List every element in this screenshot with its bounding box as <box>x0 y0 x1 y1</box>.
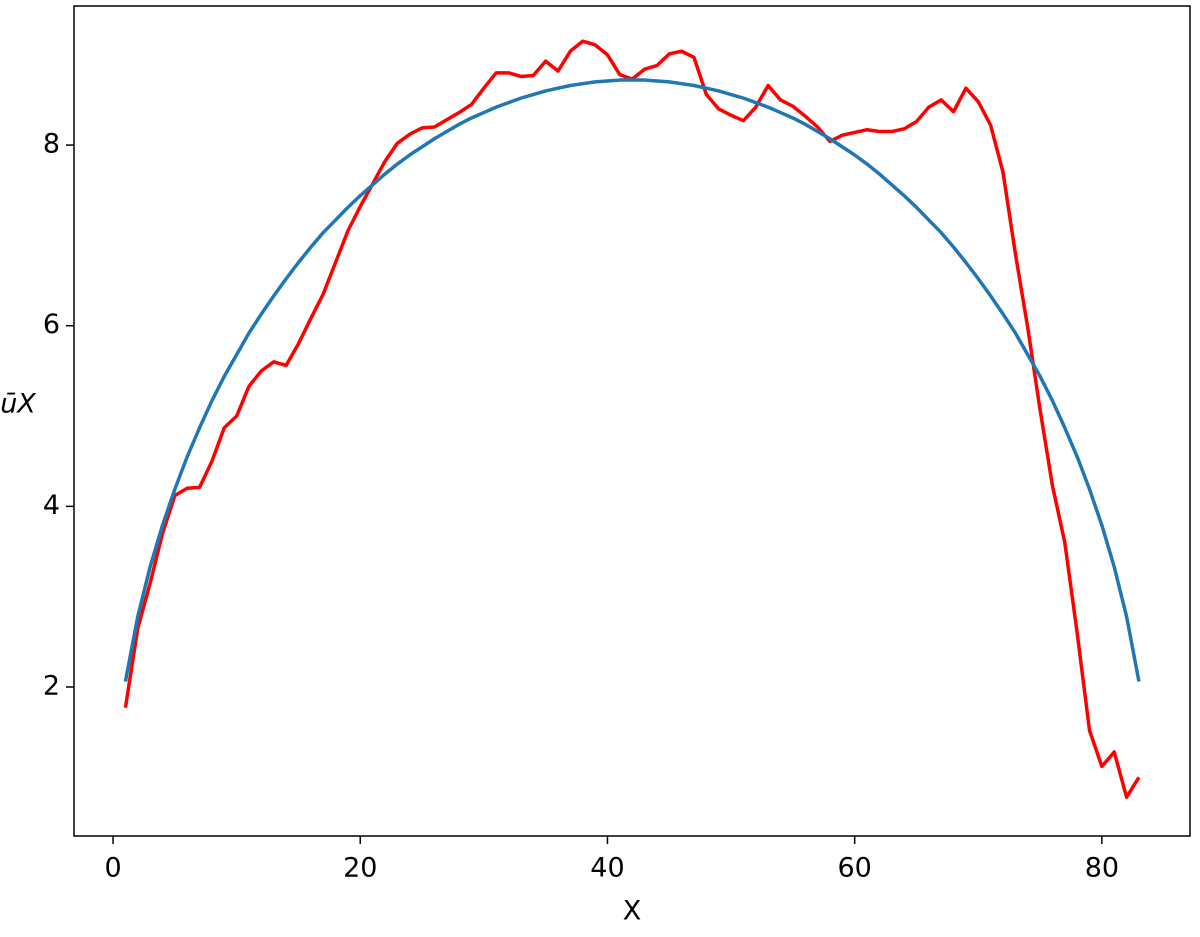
data-line <box>123 78 1141 682</box>
y-tick-label: 2 <box>43 670 60 701</box>
y-tick-label: 4 <box>43 490 60 521</box>
x-tick-label: 80 <box>1085 853 1119 884</box>
y-axis-label: ūX <box>0 389 36 420</box>
x-axis-label: X <box>623 896 642 927</box>
x-tick-label: 20 <box>343 853 377 884</box>
plot-frame <box>73 5 1191 837</box>
y-tick-label: 8 <box>43 129 60 160</box>
x-tick-label: 60 <box>837 853 871 884</box>
x-tick-label: 0 <box>104 853 121 884</box>
x-tick-label: 40 <box>590 853 624 884</box>
y-tick-label: 6 <box>43 309 60 340</box>
